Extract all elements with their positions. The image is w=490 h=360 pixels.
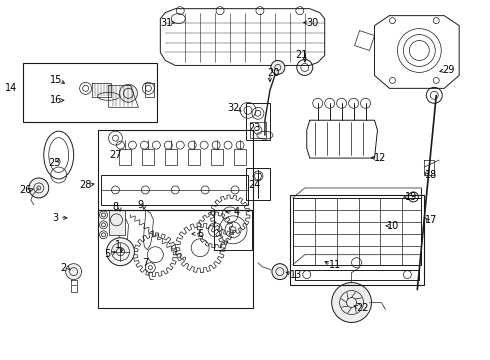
Bar (290, 195, 424, 285)
Text: 12: 12 (374, 153, 387, 163)
Text: 11: 11 (328, 260, 341, 270)
Bar (98, 210, 253, 307)
Text: 32: 32 (227, 103, 239, 113)
Text: 19: 19 (405, 192, 417, 202)
Text: 17: 17 (425, 215, 438, 225)
Text: 18: 18 (425, 170, 438, 180)
Circle shape (332, 283, 371, 323)
Text: 4: 4 (234, 207, 240, 217)
Bar (188, 149, 200, 165)
Circle shape (99, 221, 107, 229)
Circle shape (120, 84, 137, 102)
Circle shape (29, 178, 49, 198)
Bar (211, 149, 223, 165)
Circle shape (272, 264, 288, 280)
Text: 25: 25 (49, 158, 61, 168)
Bar (234, 149, 246, 165)
Circle shape (271, 60, 285, 75)
Text: 28: 28 (79, 180, 92, 190)
Text: 1: 1 (116, 240, 122, 250)
Text: 2: 2 (61, 263, 67, 273)
Text: 30: 30 (307, 18, 319, 28)
Bar (214, 210, 252, 250)
Text: 24: 24 (248, 180, 260, 190)
Text: 5: 5 (104, 249, 111, 259)
Text: 26: 26 (20, 185, 32, 195)
Bar (120, 149, 131, 165)
Text: 31: 31 (160, 18, 172, 28)
Text: 10: 10 (387, 221, 399, 231)
Circle shape (99, 231, 107, 239)
Text: 15: 15 (49, 75, 62, 85)
Bar (98, 130, 253, 210)
Text: 29: 29 (442, 66, 454, 76)
Text: 14: 14 (5, 84, 17, 93)
Text: 9: 9 (137, 200, 144, 210)
Text: 6: 6 (197, 229, 203, 239)
Text: 3: 3 (52, 213, 59, 223)
Text: 8: 8 (112, 202, 119, 212)
Text: 21: 21 (295, 50, 308, 60)
Bar (165, 149, 177, 165)
Text: 7: 7 (142, 258, 148, 268)
Text: 20: 20 (268, 68, 280, 78)
Bar (246, 168, 270, 200)
Text: 27: 27 (109, 150, 122, 160)
Circle shape (66, 264, 82, 280)
Bar (23, 63, 157, 122)
Text: 16: 16 (49, 95, 62, 105)
Bar (143, 149, 154, 165)
Text: 13: 13 (290, 270, 302, 280)
Bar (108, 210, 125, 235)
Circle shape (99, 211, 107, 219)
Bar (250, 122, 266, 138)
Bar (100, 175, 248, 205)
Circle shape (106, 238, 134, 266)
Text: 23: 23 (248, 123, 260, 133)
Bar (246, 103, 270, 140)
Text: 22: 22 (356, 302, 369, 312)
